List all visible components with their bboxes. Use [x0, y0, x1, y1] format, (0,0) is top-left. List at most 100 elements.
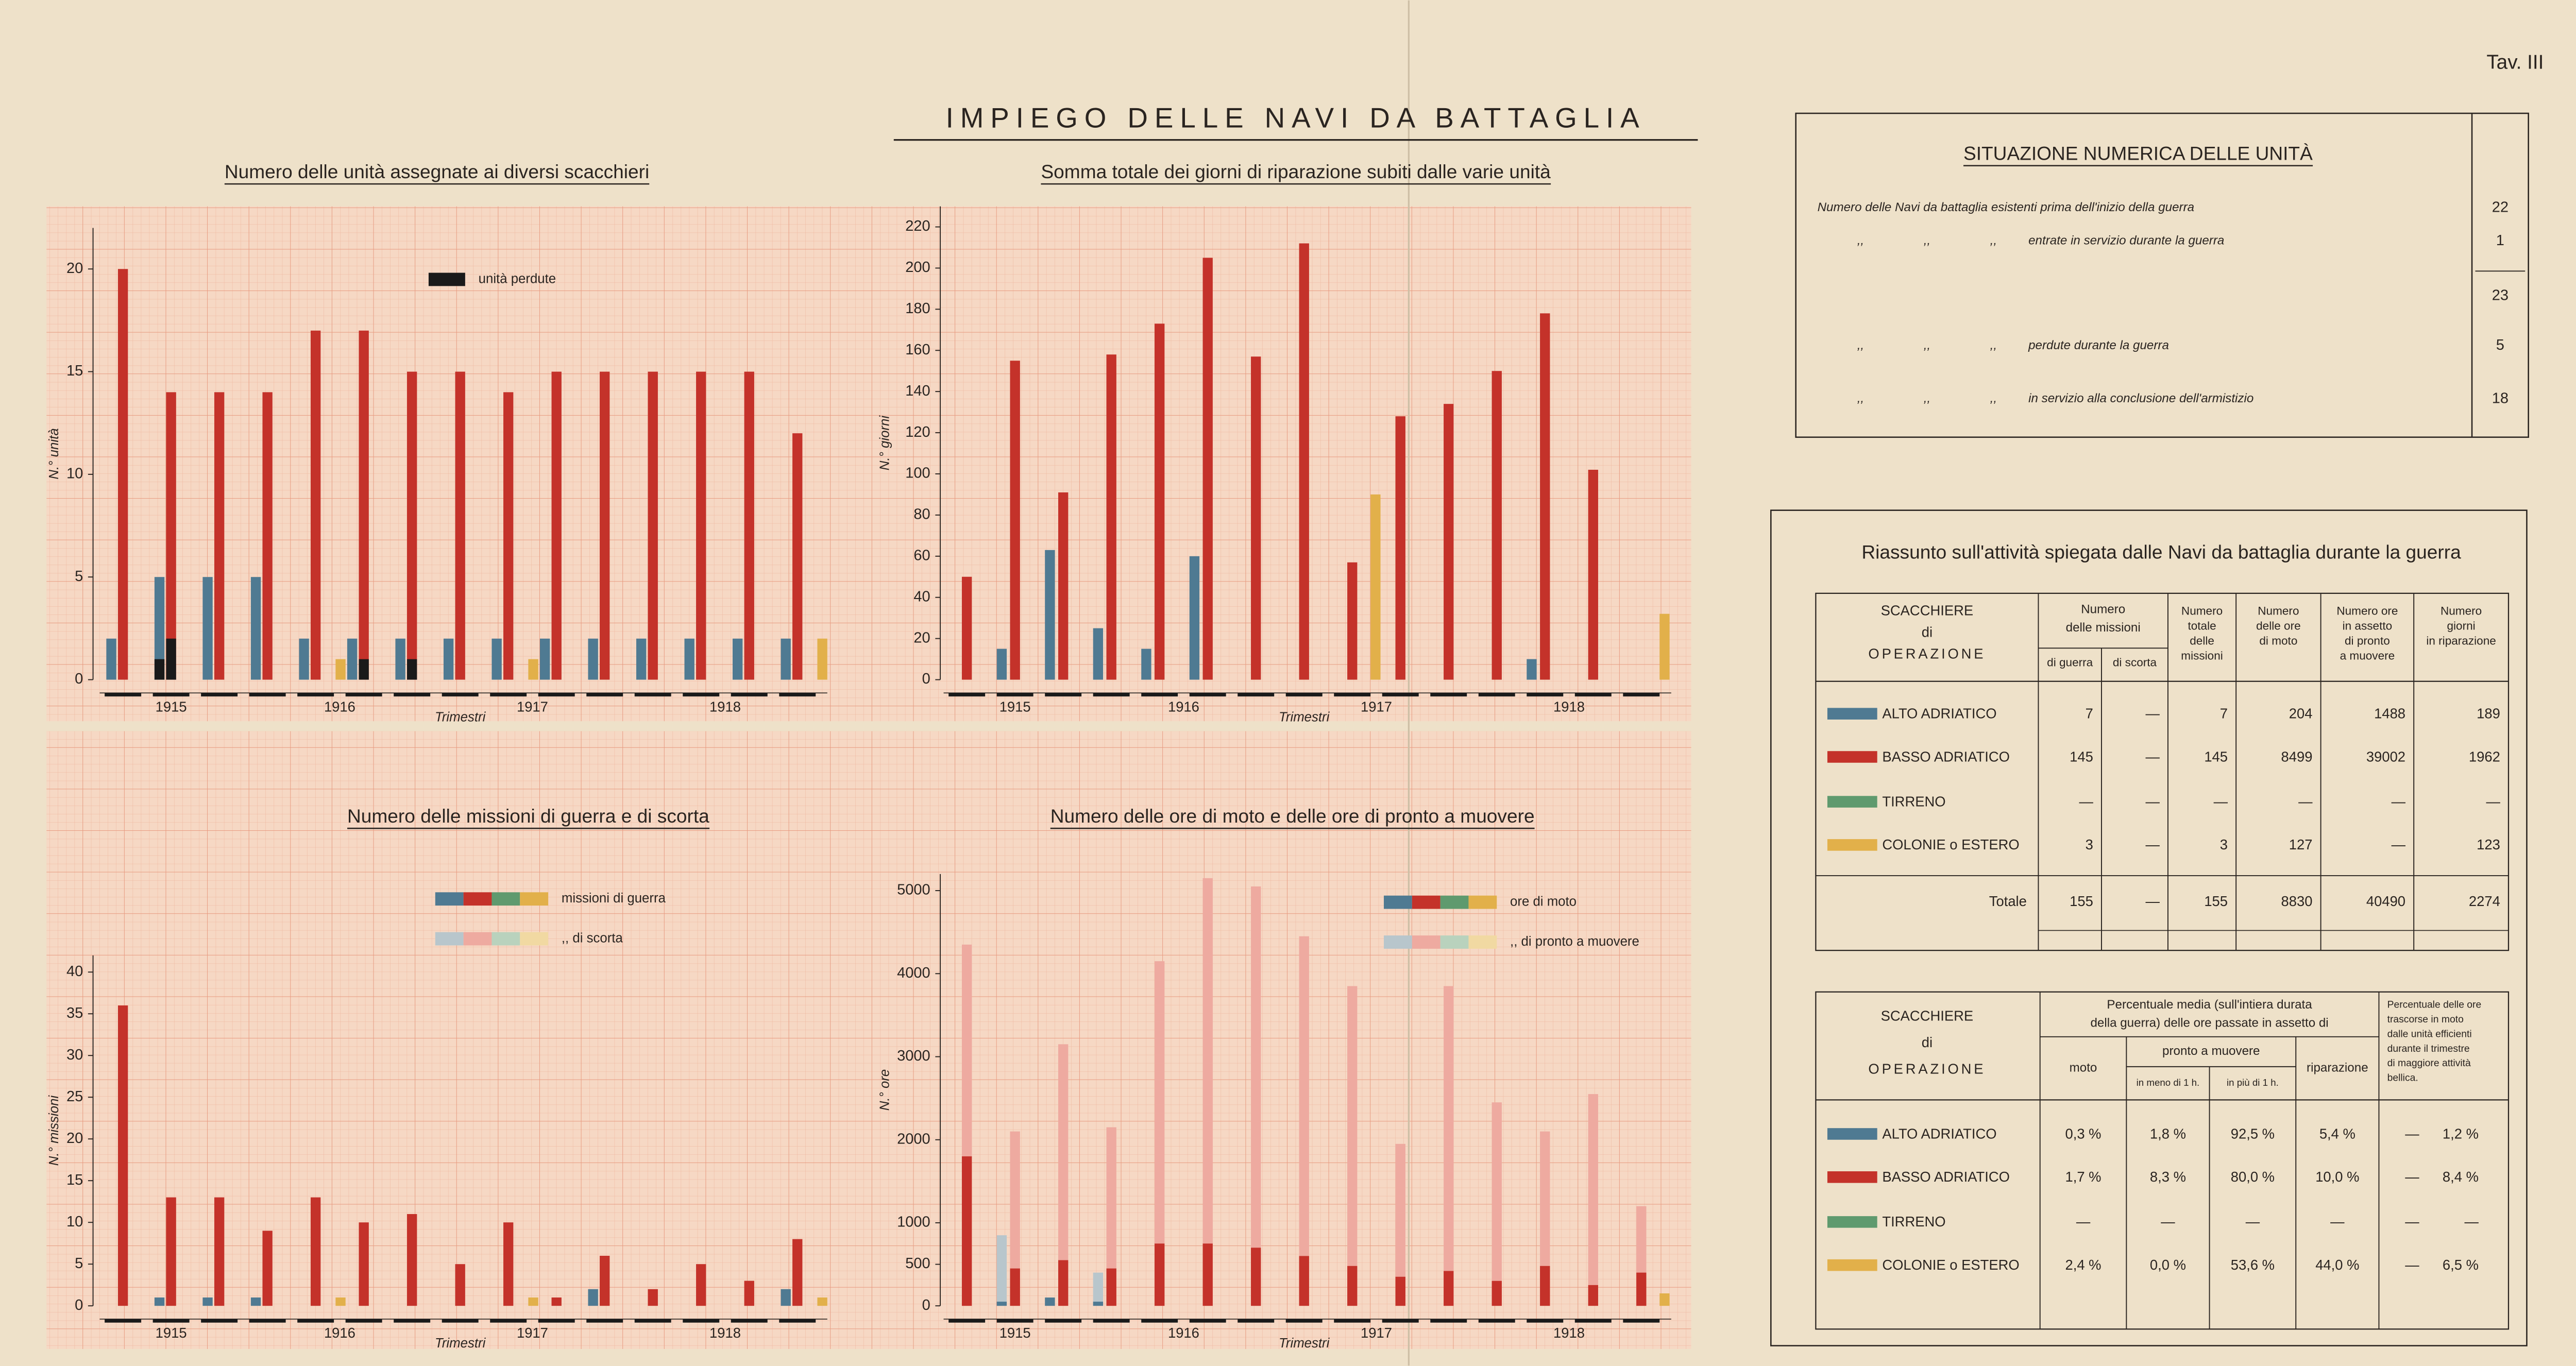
row-swatch	[1827, 751, 1877, 763]
x-axis-label: Trimestri	[435, 710, 486, 725]
y-tick-label: 20	[66, 1130, 83, 1147]
bar	[443, 638, 454, 680]
ditto-mark: ,,	[1857, 234, 1864, 248]
header-cell: riparazione	[2307, 1061, 2368, 1074]
plate-number: Tav. III	[2486, 51, 2544, 73]
bar	[744, 371, 754, 680]
y-tick-label: 120	[905, 424, 930, 440]
total-cell: 40490	[2366, 893, 2405, 909]
chart-title: Somma totale dei giorni di riparazione s…	[1041, 161, 1551, 182]
table-cell: 3	[2086, 836, 2093, 852]
header-cell: pronto a muovere	[2162, 1044, 2260, 1058]
table-cell: 44,0 %	[2315, 1257, 2359, 1273]
ditto-mark: ,,	[1857, 338, 1864, 352]
year-label: 1916	[324, 1325, 355, 1341]
bar	[1251, 1248, 1261, 1306]
bar	[1106, 354, 1116, 680]
bar	[1299, 1256, 1309, 1306]
row-label: COLONIE o ESTERO	[1882, 1257, 2019, 1273]
bar	[781, 638, 791, 680]
bar	[214, 392, 225, 680]
table-cell: 8,4 %	[2443, 1169, 2479, 1185]
bar	[1299, 243, 1309, 680]
table-cell: 145	[2070, 748, 2093, 764]
bar	[503, 392, 514, 680]
row-value: 5	[2496, 337, 2504, 353]
summary-title: SITUAZIONE NUMERICA DELLE UNITÀ	[1963, 142, 2313, 164]
bar	[551, 1297, 562, 1306]
ditto-mark: ,,	[1924, 338, 1930, 352]
bar	[359, 1222, 369, 1306]
bar	[106, 638, 116, 680]
y-axis-label: N.° unità	[47, 428, 61, 479]
y-tick-label: 5000	[897, 882, 930, 898]
bar	[588, 1289, 598, 1306]
bar	[202, 577, 213, 680]
bar	[792, 1239, 803, 1306]
bar	[1058, 1044, 1069, 1306]
header-cell: giorni	[2447, 619, 2475, 632]
chart-title: Numero delle missioni di guerra e di sco…	[347, 805, 709, 827]
table-cell: 7	[2086, 705, 2093, 721]
header-cell: delle missioni	[2066, 621, 2141, 635]
header-cell: di guerra	[2047, 656, 2093, 669]
bar	[407, 1214, 417, 1306]
bar	[395, 638, 405, 680]
bar	[1492, 1102, 1502, 1306]
header-cell: Percentuale media (sull'intiera durata	[2107, 998, 2312, 1012]
table-cell: 1,8 %	[2150, 1125, 2186, 1141]
total-cell: —	[2145, 893, 2160, 909]
row-label: COLONIE o ESTERO	[1882, 836, 2019, 852]
year-label: 1918	[1553, 699, 1585, 715]
header-cell: in assetto	[2343, 619, 2393, 632]
bar	[733, 638, 743, 680]
header-cell: Numero	[2181, 604, 2223, 617]
bar	[1202, 258, 1213, 680]
y-tick-label: 140	[905, 383, 930, 399]
legend-swatch	[1440, 895, 1469, 909]
table-cell: —	[2405, 1169, 2419, 1185]
bar	[1202, 878, 1213, 1306]
bar	[1155, 961, 1165, 1306]
table-cell: —	[2298, 793, 2313, 809]
year-label: 1916	[324, 699, 355, 715]
table-cell: 80,0 %	[2231, 1169, 2275, 1185]
ditto-mark: ,,	[1857, 391, 1864, 405]
header-cell: Numero	[2258, 604, 2299, 617]
bar	[696, 371, 706, 680]
table-cell: —	[2405, 1257, 2419, 1273]
table-frame	[1815, 991, 2510, 1330]
bar	[117, 1005, 128, 1306]
header-cell: Numero	[2441, 604, 2482, 617]
bar	[407, 659, 417, 680]
y-tick-label: 160	[905, 341, 930, 358]
legend-swatch	[1412, 935, 1440, 949]
table-cell: 145	[2204, 748, 2228, 764]
header-cell: missioni	[2181, 649, 2223, 662]
bar	[1155, 323, 1165, 680]
summary-box	[1795, 112, 2529, 438]
bar	[1299, 936, 1309, 1306]
ditto-mark: ,,	[1990, 391, 1997, 405]
header-cell: di	[1922, 1034, 1933, 1050]
row-label: ALTO ADRIATICO	[1882, 705, 1996, 721]
legend-swatch	[1468, 935, 1497, 949]
row-swatch	[1827, 796, 1877, 808]
y-tick-label: 60	[913, 547, 930, 564]
y-tick-label: 0	[75, 671, 83, 687]
year-label: 1917	[1361, 699, 1392, 715]
header-cell: OPERAZIONE	[1868, 645, 1986, 661]
row-label: entrate in servizio durante la guerra	[2028, 234, 2224, 248]
year-label: 1915	[999, 1325, 1031, 1341]
table-cell: 1962	[2469, 748, 2500, 764]
table-cell: 53,6 %	[2231, 1257, 2275, 1273]
x-axis-label: Trimestri	[1279, 710, 1330, 725]
y-tick-label: 80	[913, 506, 930, 523]
header-cell: di pronto	[2345, 634, 2390, 647]
table-cell: —	[2405, 1214, 2419, 1230]
bar	[299, 638, 309, 680]
table-cell: —	[2246, 1214, 2260, 1230]
y-tick-label: 200	[905, 259, 930, 276]
bar	[455, 371, 465, 680]
